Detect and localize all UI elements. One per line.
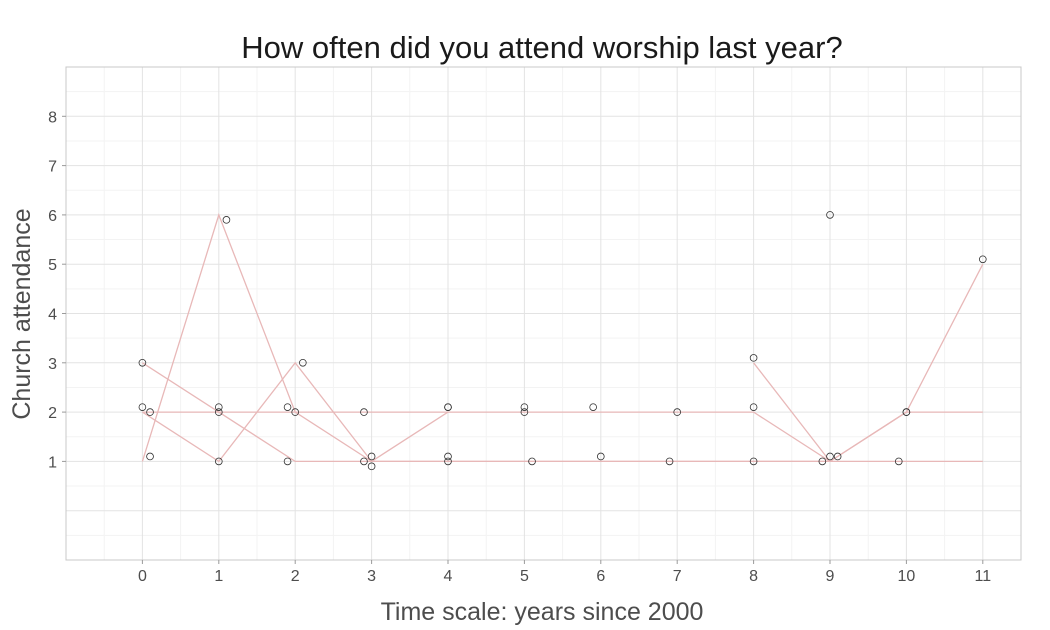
data-point: [749, 457, 758, 466]
data-point: [283, 457, 292, 466]
y-tick-label: 5: [48, 257, 57, 274]
series-line-3: [142, 263, 984, 463]
data-point: [283, 403, 292, 411]
x-tick-label: 9: [826, 568, 835, 585]
data-point: [520, 408, 529, 416]
x-tick-label: 3: [367, 568, 376, 585]
x-tick-label: 0: [138, 568, 147, 585]
x-tick-label: 10: [898, 568, 916, 585]
y-tick-label: 2: [48, 405, 57, 422]
y-tick-label: 8: [48, 109, 57, 126]
data-point: [826, 452, 834, 461]
x-tick-label: 2: [291, 568, 300, 585]
x-axis-title: Time scale: years since 2000: [381, 598, 704, 626]
series-lines: [141, 212, 984, 463]
data-point: [589, 403, 597, 411]
y-tick-label: 4: [48, 307, 57, 324]
data-point: [215, 457, 223, 466]
data-point: [138, 403, 147, 411]
data-point: [444, 403, 452, 411]
data-point: [291, 408, 300, 416]
data-point: [444, 457, 452, 466]
data-point: [299, 358, 307, 367]
data-point: [673, 408, 681, 416]
data-point: [360, 408, 368, 416]
data-point: [749, 403, 758, 411]
data-point: [818, 457, 827, 466]
data-point: [215, 408, 223, 416]
data-point: [520, 403, 529, 411]
data-point: [146, 452, 154, 461]
data-point: [138, 358, 147, 367]
data-point: [367, 452, 376, 461]
y-axis-title: Church attendance: [8, 208, 36, 419]
data-point: [833, 452, 842, 461]
data-point: [902, 408, 911, 416]
data-point: [528, 457, 536, 466]
data-point: [596, 452, 605, 461]
data-point: [978, 255, 987, 264]
x-axis-ticks: 0 1 2 3 4 5 6 7 8 9 10 11: [138, 560, 991, 585]
x-tick-label: 1: [214, 568, 223, 585]
series-line-4: [142, 361, 449, 463]
x-tick-label: 6: [596, 568, 605, 585]
y-tick-label: 7: [48, 159, 57, 176]
data-point: [444, 452, 452, 461]
chart-title: How often did you attend worship last ye…: [241, 30, 842, 65]
x-tick-label: 4: [444, 568, 453, 585]
data-point: [146, 408, 154, 416]
y-tick-label: 1: [48, 454, 57, 471]
data-point: [665, 457, 674, 466]
data-point: [215, 403, 223, 411]
x-tick-label: 11: [974, 568, 991, 585]
data-point: [360, 457, 368, 466]
series-line-5: [753, 362, 831, 462]
data-point: [749, 354, 758, 362]
data-point: [894, 457, 903, 466]
data-point: [367, 462, 376, 471]
data-point: [222, 216, 231, 224]
minor-gridlines: [66, 67, 1021, 560]
data-points: [138, 211, 987, 471]
data-point: [826, 211, 834, 219]
y-tick-label: 3: [48, 356, 57, 373]
x-tick-label: 5: [520, 568, 529, 585]
y-axis-ticks: 1 2 3 4 5 6 7 8: [48, 109, 66, 471]
x-tick-label: 8: [749, 568, 758, 585]
x-tick-label: 7: [673, 568, 682, 585]
y-tick-label: 6: [48, 208, 57, 225]
